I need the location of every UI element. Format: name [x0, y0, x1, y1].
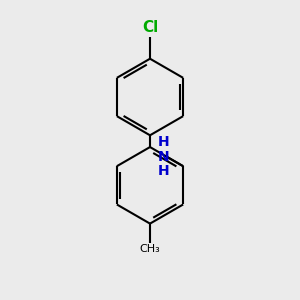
Text: N: N: [158, 150, 170, 164]
Text: Cl: Cl: [142, 20, 158, 35]
Text: CH₃: CH₃: [140, 244, 160, 254]
Text: H: H: [158, 164, 170, 178]
Text: H: H: [158, 135, 170, 149]
